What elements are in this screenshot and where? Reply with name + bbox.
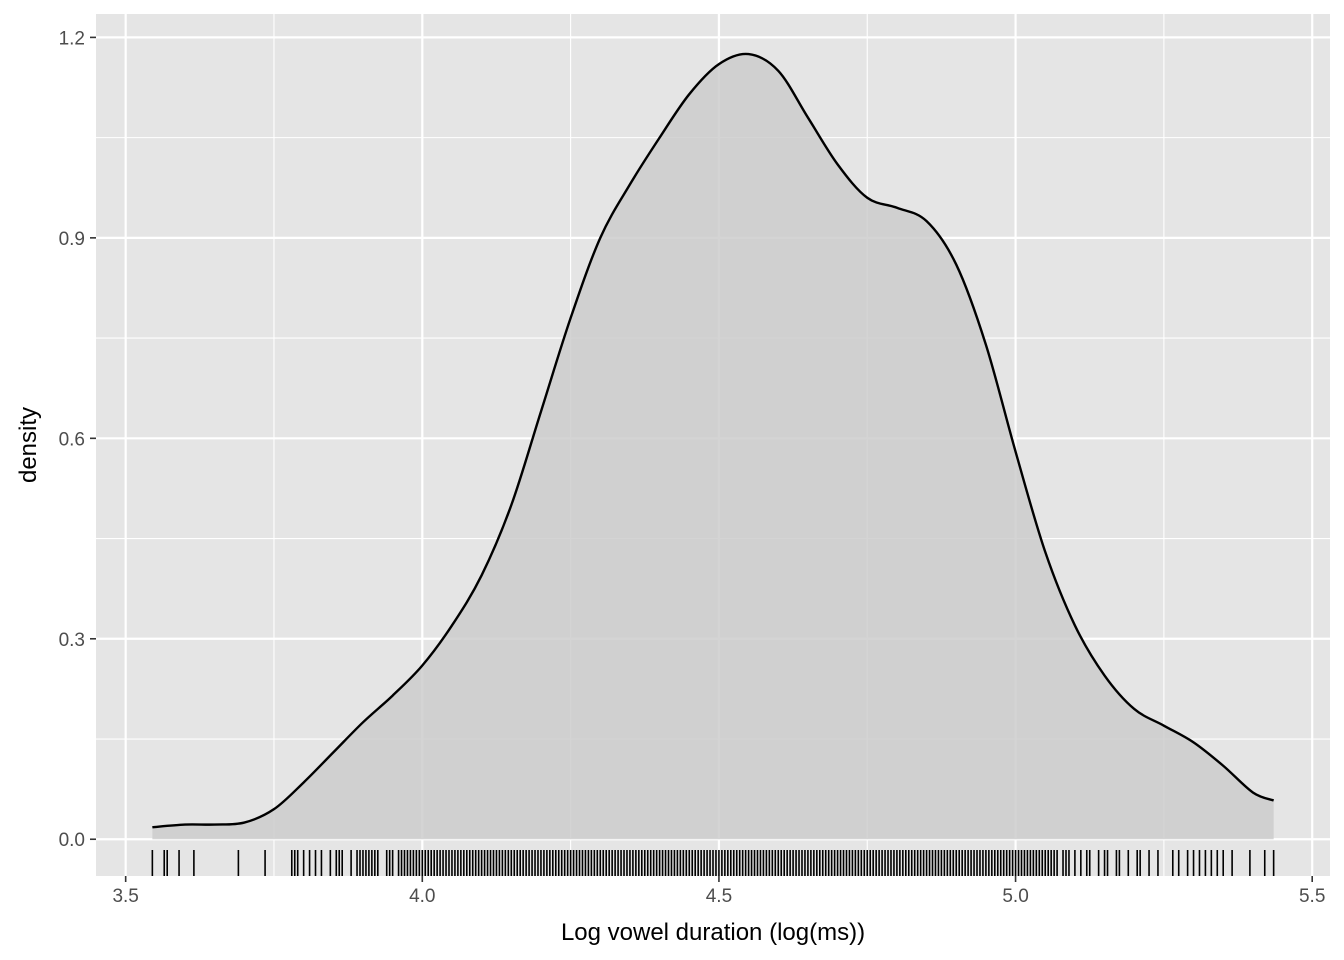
y-tick-label: 1.2 — [59, 28, 85, 49]
density-line — [152, 52, 1275, 829]
density-area — [152, 53, 1274, 840]
y-axis-ticks: 0.0 0.3 0.6 0.9 1.2 — [59, 28, 96, 851]
x-tick-label: 4.5 — [706, 886, 732, 907]
y-axis-title: density — [15, 407, 42, 483]
x-tick-label: 5.0 — [1002, 886, 1028, 907]
y-tick-label: 0.9 — [59, 229, 85, 250]
x-tick-label: 4.0 — [409, 886, 435, 907]
y-tick-label: 0.0 — [59, 830, 85, 851]
x-tick-label: 3.5 — [112, 886, 138, 907]
x-tick-label: 5.5 — [1299, 886, 1325, 907]
y-tick-label: 0.3 — [59, 630, 85, 651]
x-axis-title: Log vowel duration (log(ms)) — [561, 919, 865, 946]
rug-marks — [151, 850, 1275, 876]
x-axis-ticks: 3.5 4.0 4.5 5.0 5.5 — [112, 876, 1325, 907]
y-tick-label: 0.6 — [59, 429, 85, 450]
